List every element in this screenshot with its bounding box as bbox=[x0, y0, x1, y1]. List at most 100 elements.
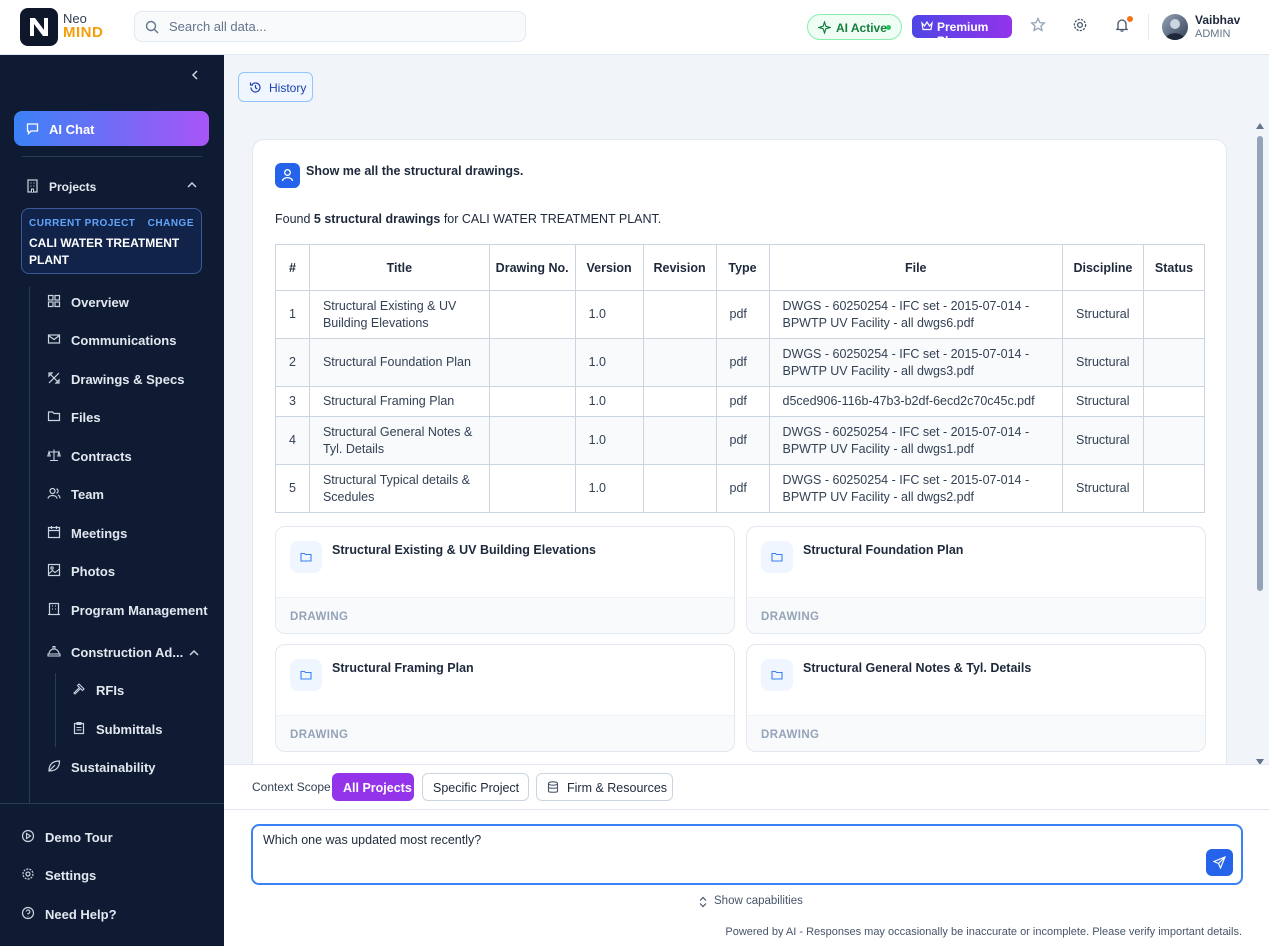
drawing-card-title: Structural General Notes & Tyl. Details bbox=[803, 661, 1032, 675]
sidebar-item-communications[interactable]: Communications bbox=[47, 329, 207, 351]
table-row[interactable]: 1 Structural Existing & UV Building Elev… bbox=[275, 290, 1206, 339]
drawing-card[interactable]: Structural General Notes & Tyl. Details … bbox=[746, 644, 1206, 752]
demo-tour-button[interactable]: Demo Tour bbox=[21, 826, 201, 848]
sidebar-item-submittals[interactable]: Submittals bbox=[72, 718, 202, 740]
cell-discipline: Structural bbox=[1061, 416, 1144, 465]
sidebar-item-photos[interactable]: Photos bbox=[47, 560, 207, 582]
projects-label: Projects bbox=[49, 180, 97, 194]
drawing-card-footer: DRAWING bbox=[747, 715, 1205, 751]
sidebar-item-meetings[interactable]: Meetings bbox=[47, 522, 207, 544]
premium-plan-label: Premium Plan bbox=[937, 20, 989, 48]
cell-drawing-no bbox=[488, 416, 576, 465]
cell-num: 1 bbox=[275, 290, 310, 339]
cell-title: Structural Framing Plan bbox=[308, 386, 490, 417]
table-row[interactable]: 5 Structural Typical details & Scedules … bbox=[275, 464, 1206, 513]
sidebar: AI Chat Projects CURRENT PROJECT CHANGE … bbox=[0, 55, 224, 946]
column-header: Revision bbox=[642, 244, 717, 291]
history-button[interactable]: History bbox=[238, 72, 313, 102]
top-bar: Neo MIND AI Active Premium Plan Vaibhav … bbox=[0, 0, 1269, 55]
cell-version: 1.0 bbox=[574, 338, 644, 387]
tree-line bbox=[29, 287, 30, 803]
drawings-table: # Title Drawing No. Version Revision Typ… bbox=[275, 244, 1206, 513]
folder-icon bbox=[761, 659, 793, 691]
scope-all-projects[interactable]: All Projects bbox=[332, 773, 414, 801]
column-header: Discipline bbox=[1061, 244, 1144, 291]
sidebar-item-overview[interactable]: Overview bbox=[47, 291, 207, 313]
column-header: Title bbox=[308, 244, 490, 291]
sidebar-item-drawings-specs[interactable]: Drawings & Specs bbox=[47, 368, 207, 390]
chat-message-area: Show me all the structural drawings. Fou… bbox=[252, 139, 1227, 819]
sidebar-item-label: Program Management bbox=[71, 603, 208, 618]
help-button[interactable]: Need Help? bbox=[21, 903, 201, 925]
drawing-card[interactable]: Structural Existing & UV Building Elevat… bbox=[275, 526, 735, 634]
cell-type: pdf bbox=[715, 416, 770, 465]
ai-disclaimer: Powered by AI - Responses may occasional… bbox=[725, 926, 1242, 938]
current-project-card: CURRENT PROJECT CHANGE CALI WATER TREATM… bbox=[21, 208, 202, 274]
cell-type: pdf bbox=[715, 338, 770, 387]
drawing-card-footer: DRAWING bbox=[276, 715, 734, 751]
building-icon bbox=[47, 602, 61, 616]
cell-title: Structural Existing & UV Building Elevat… bbox=[308, 290, 490, 339]
cell-revision bbox=[642, 338, 717, 387]
avatar[interactable] bbox=[1162, 14, 1188, 40]
sidebar-item-files[interactable]: Files bbox=[47, 406, 207, 428]
table-row[interactable]: 3 Structural Framing Plan 1.0 pdf d5ced9… bbox=[275, 386, 1206, 417]
scope-firm-resources[interactable]: Firm & Resources bbox=[536, 773, 673, 801]
scope-label: All Projects bbox=[343, 781, 412, 795]
ai-status-badge[interactable]: AI Active bbox=[807, 14, 902, 40]
column-header: Type bbox=[715, 244, 770, 291]
global-search bbox=[134, 11, 526, 42]
table-row[interactable]: 2 Structural Foundation Plan 1.0 pdf DWG… bbox=[275, 338, 1206, 387]
projects-section-toggle[interactable]: Projects bbox=[22, 176, 202, 196]
cell-status bbox=[1142, 416, 1206, 465]
gear-icon bbox=[21, 867, 35, 881]
drawing-card-title: Structural Framing Plan bbox=[332, 661, 474, 675]
help-circle-icon bbox=[21, 906, 35, 920]
sidebar-item-program-management[interactable]: Program Management bbox=[47, 599, 212, 621]
user-name[interactable]: Vaibhav bbox=[1195, 13, 1241, 27]
search-input[interactable] bbox=[169, 13, 519, 40]
column-header: Version bbox=[574, 244, 644, 291]
sidebar-item-label: Communications bbox=[71, 333, 177, 348]
cell-revision bbox=[642, 290, 717, 339]
sidebar-item-rfis[interactable]: RFIs bbox=[72, 679, 202, 701]
show-capabilities-label: Show capabilities bbox=[714, 895, 803, 907]
sidebar-item-team[interactable]: Team bbox=[47, 483, 207, 505]
calendar-icon bbox=[47, 525, 61, 539]
scrollbar-thumb[interactable] bbox=[1257, 136, 1263, 591]
star-icon[interactable] bbox=[1030, 17, 1046, 33]
sidebar-item-label: Photos bbox=[71, 564, 116, 579]
sidebar-item-construction-admin[interactable]: Construction Ad... bbox=[47, 641, 207, 663]
drawing-card[interactable]: Structural Foundation Plan DRAWING bbox=[746, 526, 1206, 634]
mail-icon bbox=[47, 332, 61, 346]
cell-num: 4 bbox=[275, 416, 310, 465]
ai-chat-button[interactable]: AI Chat bbox=[14, 111, 209, 146]
cell-num: 2 bbox=[275, 338, 310, 387]
chevron-up-icon[interactable] bbox=[189, 649, 199, 657]
summary-count: 5 structural drawings bbox=[313, 212, 441, 226]
change-project-link[interactable]: CHANGE bbox=[147, 218, 194, 229]
scope-specific-project[interactable]: Specific Project bbox=[422, 773, 529, 801]
scrollbar[interactable] bbox=[1255, 121, 1265, 767]
current-project-label: CURRENT PROJECT bbox=[29, 218, 136, 229]
drawing-card-footer: DRAWING bbox=[276, 597, 734, 633]
gear-icon[interactable] bbox=[1072, 17, 1088, 33]
collapse-sidebar-icon[interactable] bbox=[189, 69, 201, 81]
premium-plan-badge[interactable]: Premium Plan bbox=[912, 15, 1012, 48]
column-header: Status bbox=[1142, 244, 1206, 291]
logo-icon[interactable] bbox=[20, 8, 58, 46]
settings-button[interactable]: Settings bbox=[21, 864, 201, 886]
chevron-up-down-icon bbox=[698, 896, 708, 908]
sidebar-item-label: Contracts bbox=[71, 449, 132, 464]
bell-icon[interactable] bbox=[1114, 17, 1130, 33]
ai-status-label: AI Active bbox=[836, 21, 887, 35]
send-button[interactable] bbox=[1206, 849, 1233, 876]
table-row[interactable]: 4 Structural General Notes & Tyl. Detail… bbox=[275, 416, 1206, 465]
sidebar-item-contracts[interactable]: Contracts bbox=[47, 445, 207, 467]
drawing-card[interactable]: Structural Framing Plan DRAWING bbox=[275, 644, 735, 752]
chat-input[interactable] bbox=[263, 833, 1193, 873]
user-role: ADMIN bbox=[1195, 28, 1231, 40]
cell-revision bbox=[642, 386, 717, 417]
sidebar-item-sustainability[interactable]: Sustainability bbox=[47, 756, 207, 778]
drawing-card-footer: DRAWING bbox=[747, 597, 1205, 633]
